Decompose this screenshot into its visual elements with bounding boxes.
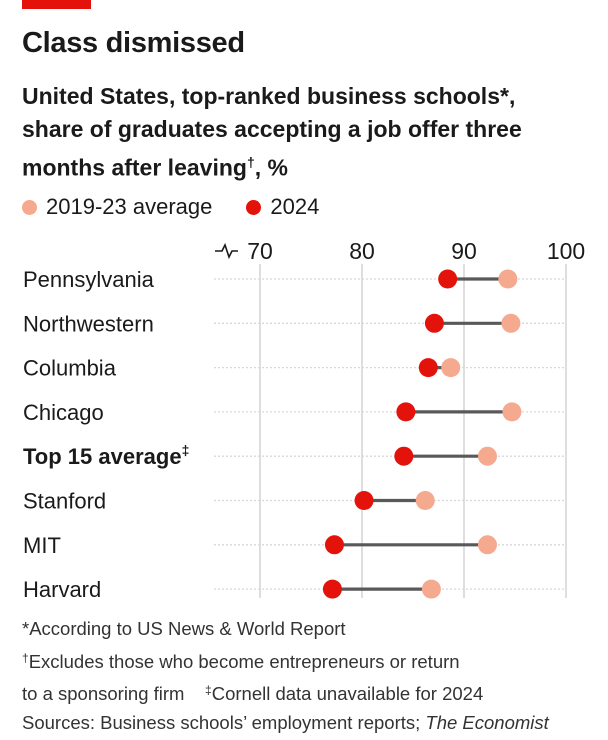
category-label: Top 15 average‡ (23, 442, 189, 469)
sources-publisher: The Economist (425, 711, 549, 733)
legend-dot-series2 (246, 199, 262, 215)
dot-2019-23-average (421, 579, 441, 599)
dot-2024 (354, 491, 374, 510)
footnote-dagger: † (22, 650, 29, 665)
footnote-exclusions-cont: to a sponsoring firm (22, 683, 185, 704)
category-label: Columbia (23, 356, 117, 381)
subtitle-line-1: United States, top-ranked business schoo… (22, 83, 516, 109)
category-label: Stanford (23, 489, 106, 514)
dot-2019-23-average (477, 535, 497, 555)
category-label: Chicago (23, 400, 104, 425)
footnote-source-ranking: *According to US News & World Report (22, 618, 346, 639)
dot-2019-23-average (415, 491, 435, 510)
dot-2019-23-average (477, 446, 497, 466)
legend-item-series1: 2019-23 average (22, 194, 212, 220)
dot-plot-chart: 70 80 90 100 Pennsylvania Northwestern Columbi… (23, 238, 585, 602)
footnote-cornell: Cornell data unavailable for 2024 (211, 683, 484, 704)
category-label: Pennsylvania (23, 267, 155, 292)
category-label: MIT (23, 533, 61, 558)
footnote-sources: Sources: Business schools’ employment re… (22, 709, 602, 738)
legend-dot-series1 (22, 199, 37, 215)
x-tick-label-100: 100 (547, 238, 585, 264)
footnote-exclusions-text: Excludes those who become entrepreneurs … (28, 650, 460, 672)
dot-2024 (418, 358, 438, 378)
subtitle-unit: , % (254, 154, 288, 181)
dot-2024 (424, 313, 444, 333)
subtitle-dagger: † (246, 154, 255, 170)
dot-2019-23-average (502, 402, 522, 422)
subtitle-line-3: months after leaving (22, 154, 247, 181)
legend-item-series2: 2024 (246, 194, 319, 220)
category-label: Harvard (23, 577, 101, 602)
dot-2024 (394, 446, 414, 466)
chart-subtitle: United States, top-ranked business schoo… (22, 80, 582, 185)
legend-label-series1: 2019-23 average (46, 194, 213, 219)
dot-2019-23-average (498, 269, 518, 289)
x-tick-label-80: 80 (349, 238, 375, 264)
footnotes: *According to US News & World Report †Ex… (22, 615, 602, 737)
footnote-line-3: to a sponsoring firm ‡Cornell data unava… (22, 676, 602, 709)
dot-2024 (396, 402, 416, 422)
chart-title: Class dismissed (22, 27, 245, 59)
x-tick-label-70: 70 (247, 238, 273, 264)
dot-2024 (324, 535, 344, 555)
subtitle-line-2: share of graduates accepting a job offer… (22, 116, 522, 142)
footnote-exclusions: †Excludes those who become entrepreneurs… (22, 644, 602, 677)
brand-red-tab (22, 0, 91, 9)
dot-2019-23-average (501, 313, 521, 333)
axis-break-icon (215, 242, 238, 260)
dot-2024 (322, 579, 342, 599)
x-tick-label-90: 90 (451, 238, 477, 264)
dot-2019-23-average (441, 358, 461, 378)
dot-2024 (438, 269, 458, 289)
legend-label-series2: 2024 (270, 194, 320, 219)
chart-legend: 2019-23 average 2024 (22, 194, 353, 220)
sources-text: Sources: Business schools’ employment re… (22, 711, 426, 733)
category-label: Northwestern (23, 311, 154, 336)
footnote-double-dagger: ‡ (205, 683, 212, 697)
